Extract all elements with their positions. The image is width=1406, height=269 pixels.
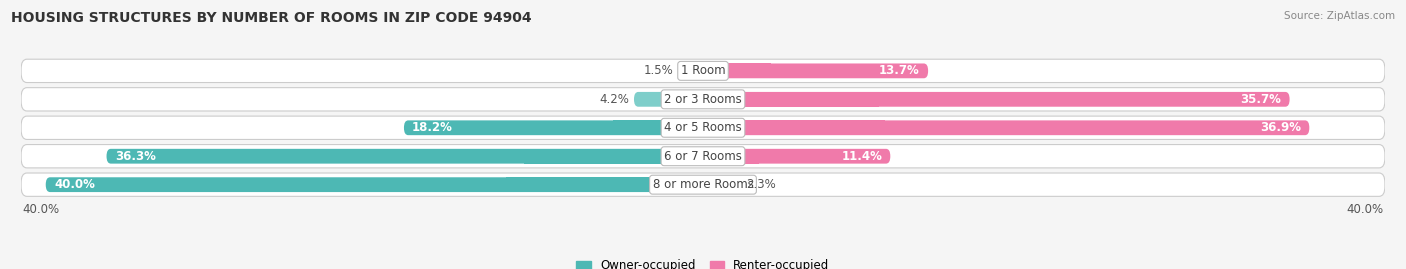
Bar	[703, 121, 884, 135]
FancyBboxPatch shape	[703, 149, 890, 164]
Text: 4 or 5 Rooms: 4 or 5 Rooms	[664, 121, 742, 134]
Bar	[524, 149, 703, 164]
Text: 2 or 3 Rooms: 2 or 3 Rooms	[664, 93, 742, 106]
FancyBboxPatch shape	[678, 63, 703, 78]
FancyBboxPatch shape	[404, 121, 703, 135]
Text: 1 Room: 1 Room	[681, 64, 725, 77]
Legend: Owner-occupied, Renter-occupied: Owner-occupied, Renter-occupied	[572, 255, 834, 269]
Text: 40.0%: 40.0%	[22, 203, 60, 216]
Text: 36.9%: 36.9%	[1260, 121, 1301, 134]
FancyBboxPatch shape	[21, 144, 1385, 168]
FancyBboxPatch shape	[21, 88, 1385, 111]
Text: 40.0%: 40.0%	[1346, 203, 1384, 216]
Text: 2.3%: 2.3%	[745, 178, 776, 191]
Text: 4.2%: 4.2%	[599, 93, 628, 106]
Text: 8 or more Rooms: 8 or more Rooms	[652, 178, 754, 191]
Text: 1.5%: 1.5%	[644, 64, 673, 77]
Text: 6 or 7 Rooms: 6 or 7 Rooms	[664, 150, 742, 163]
FancyBboxPatch shape	[634, 92, 703, 107]
FancyBboxPatch shape	[703, 121, 1309, 135]
Bar	[703, 149, 759, 164]
FancyBboxPatch shape	[107, 149, 703, 164]
Bar	[613, 121, 703, 135]
Text: Source: ZipAtlas.com: Source: ZipAtlas.com	[1284, 11, 1395, 21]
Bar	[703, 92, 879, 107]
Text: 35.7%: 35.7%	[1240, 93, 1281, 106]
Text: 11.4%: 11.4%	[841, 150, 882, 163]
FancyBboxPatch shape	[703, 63, 928, 78]
Text: 40.0%: 40.0%	[53, 178, 94, 191]
FancyBboxPatch shape	[21, 59, 1385, 83]
FancyBboxPatch shape	[703, 92, 1289, 107]
FancyBboxPatch shape	[46, 177, 703, 192]
Text: 18.2%: 18.2%	[412, 121, 453, 134]
Bar	[703, 63, 770, 78]
Text: 36.3%: 36.3%	[115, 150, 156, 163]
Text: HOUSING STRUCTURES BY NUMBER OF ROOMS IN ZIP CODE 94904: HOUSING STRUCTURES BY NUMBER OF ROOMS IN…	[11, 11, 531, 25]
FancyBboxPatch shape	[21, 116, 1385, 139]
FancyBboxPatch shape	[703, 177, 741, 192]
FancyBboxPatch shape	[21, 173, 1385, 196]
Text: 13.7%: 13.7%	[879, 64, 920, 77]
Bar	[703, 177, 714, 192]
Bar	[506, 177, 703, 192]
Bar	[682, 92, 703, 107]
Bar	[696, 63, 703, 78]
